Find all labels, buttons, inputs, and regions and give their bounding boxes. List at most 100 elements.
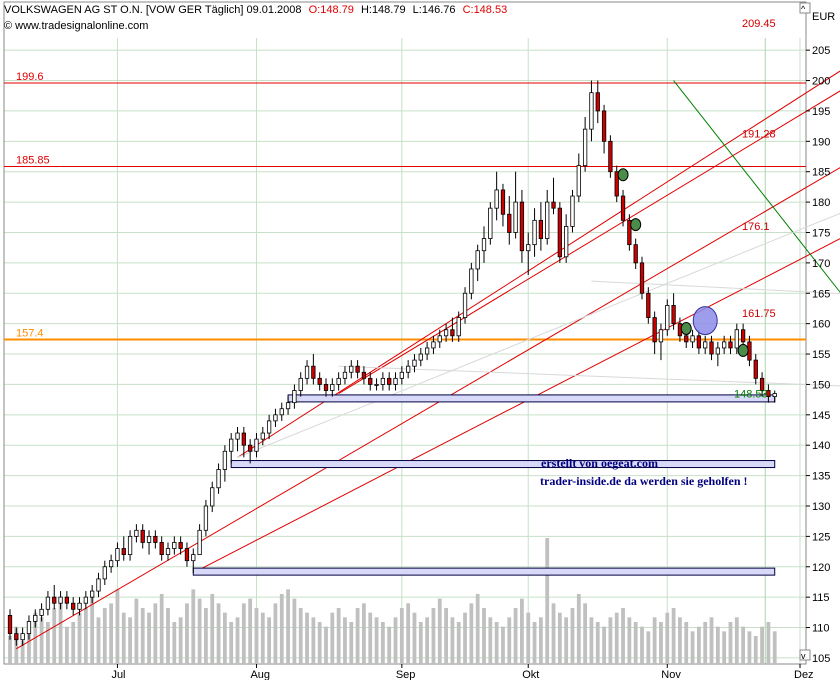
candle-body [311, 365, 316, 379]
volume-bar [526, 612, 531, 664]
scroll-up-button[interactable] [799, 2, 811, 14]
candle-body [96, 578, 101, 592]
volume-bar [191, 589, 196, 664]
candle-body [658, 329, 664, 343]
price-tick-label: 200 [812, 76, 830, 88]
price-tick-label: 175 [812, 227, 830, 239]
volume-bar [77, 612, 82, 664]
scroll-down-button[interactable] [799, 649, 811, 661]
volume-bar [589, 617, 594, 664]
candle-body [184, 548, 190, 562]
volume-bar [343, 617, 347, 664]
support-rectangle [287, 394, 776, 403]
volume-bar [286, 589, 290, 664]
candle-body [355, 365, 360, 373]
candle-body [108, 560, 114, 568]
price-tick-label: 185 [812, 167, 830, 179]
ohlc-close-value: 148.53 [474, 4, 508, 16]
candle-body [153, 535, 158, 543]
price-tick-label: 170 [812, 258, 830, 270]
candle-body [317, 377, 322, 385]
volume-bar [159, 594, 164, 664]
volume-bar [267, 617, 272, 664]
candle-body [216, 469, 221, 489]
volume-bar [425, 617, 430, 664]
level-label: 176.1 [742, 221, 770, 233]
volume-bar [147, 612, 151, 664]
candle-body [759, 377, 765, 391]
volume-bar [317, 622, 322, 664]
volume-bar [8, 636, 12, 664]
trend-line [237, 70, 840, 458]
circle-marker [630, 218, 642, 232]
candle-body [576, 165, 581, 197]
plot-frame [3, 1, 807, 665]
candle-body [652, 317, 657, 343]
volume-bar [305, 612, 309, 664]
candle-body [709, 341, 714, 355]
volume-bar [734, 617, 739, 664]
candle-body [203, 505, 209, 531]
volume-bar [772, 631, 777, 664]
candle-body [627, 219, 632, 246]
candle-body [722, 341, 727, 349]
ohlc-low-value: 146.76 [422, 4, 456, 16]
candle-body [393, 377, 398, 385]
candle-body [740, 329, 746, 343]
date-tick-label: Okt [522, 669, 539, 680]
price-tick-label: 130 [812, 501, 830, 513]
volume-bar [33, 612, 38, 664]
candle-body [753, 359, 758, 379]
price-tick-label: 150 [812, 379, 830, 391]
candle-body [614, 171, 619, 197]
volume-bar [71, 622, 76, 664]
volume-bar [564, 617, 569, 664]
level-label: 191.28 [742, 129, 776, 141]
candle-body [519, 201, 525, 252]
candle-body [399, 371, 404, 379]
candle-body [197, 529, 202, 556]
volume-bar [488, 617, 493, 664]
annotation-author: erstellt von oegeat.com [541, 456, 658, 470]
candle-body [500, 189, 506, 215]
candle-body [456, 317, 461, 337]
candle-body [273, 414, 278, 422]
trend-line-faint [237, 212, 840, 458]
candle-body [222, 450, 228, 470]
annotation-slogan: trader-inside.de da werden sie geholfen … [540, 474, 748, 488]
candle-body [285, 402, 291, 410]
candle-body [646, 292, 651, 318]
volume-bar [627, 617, 632, 664]
volume-bar [741, 626, 746, 664]
trend-line-faint [591, 280, 840, 294]
volume-bar [235, 617, 240, 664]
candle-body [77, 602, 82, 610]
ohlc-close-label: C: [463, 4, 474, 16]
candle-body [266, 420, 272, 434]
volume-bar [621, 608, 625, 664]
volume-bar [229, 622, 234, 664]
candle-body [665, 305, 670, 331]
candle-body [52, 596, 57, 604]
candle-body [728, 341, 733, 349]
candle-body [33, 614, 38, 622]
candle-body [431, 341, 436, 349]
volume-bar [178, 617, 183, 664]
volume-bar [431, 608, 436, 664]
trend-line-faint [338, 365, 840, 387]
candle-body [71, 602, 76, 610]
volume-bar [134, 598, 139, 664]
candle-body [513, 201, 518, 233]
candle-body [191, 554, 196, 562]
candle-body [462, 292, 468, 318]
candle-body [361, 371, 367, 379]
candle-body [229, 438, 234, 452]
price-tick-label: 190 [812, 136, 830, 148]
candle-body [39, 608, 44, 616]
candle-body [696, 335, 702, 349]
support-rectangle [230, 460, 776, 469]
volume-bar [166, 608, 170, 664]
candle-body [734, 329, 739, 349]
volume-bar [172, 622, 177, 664]
candle-body [469, 268, 474, 294]
